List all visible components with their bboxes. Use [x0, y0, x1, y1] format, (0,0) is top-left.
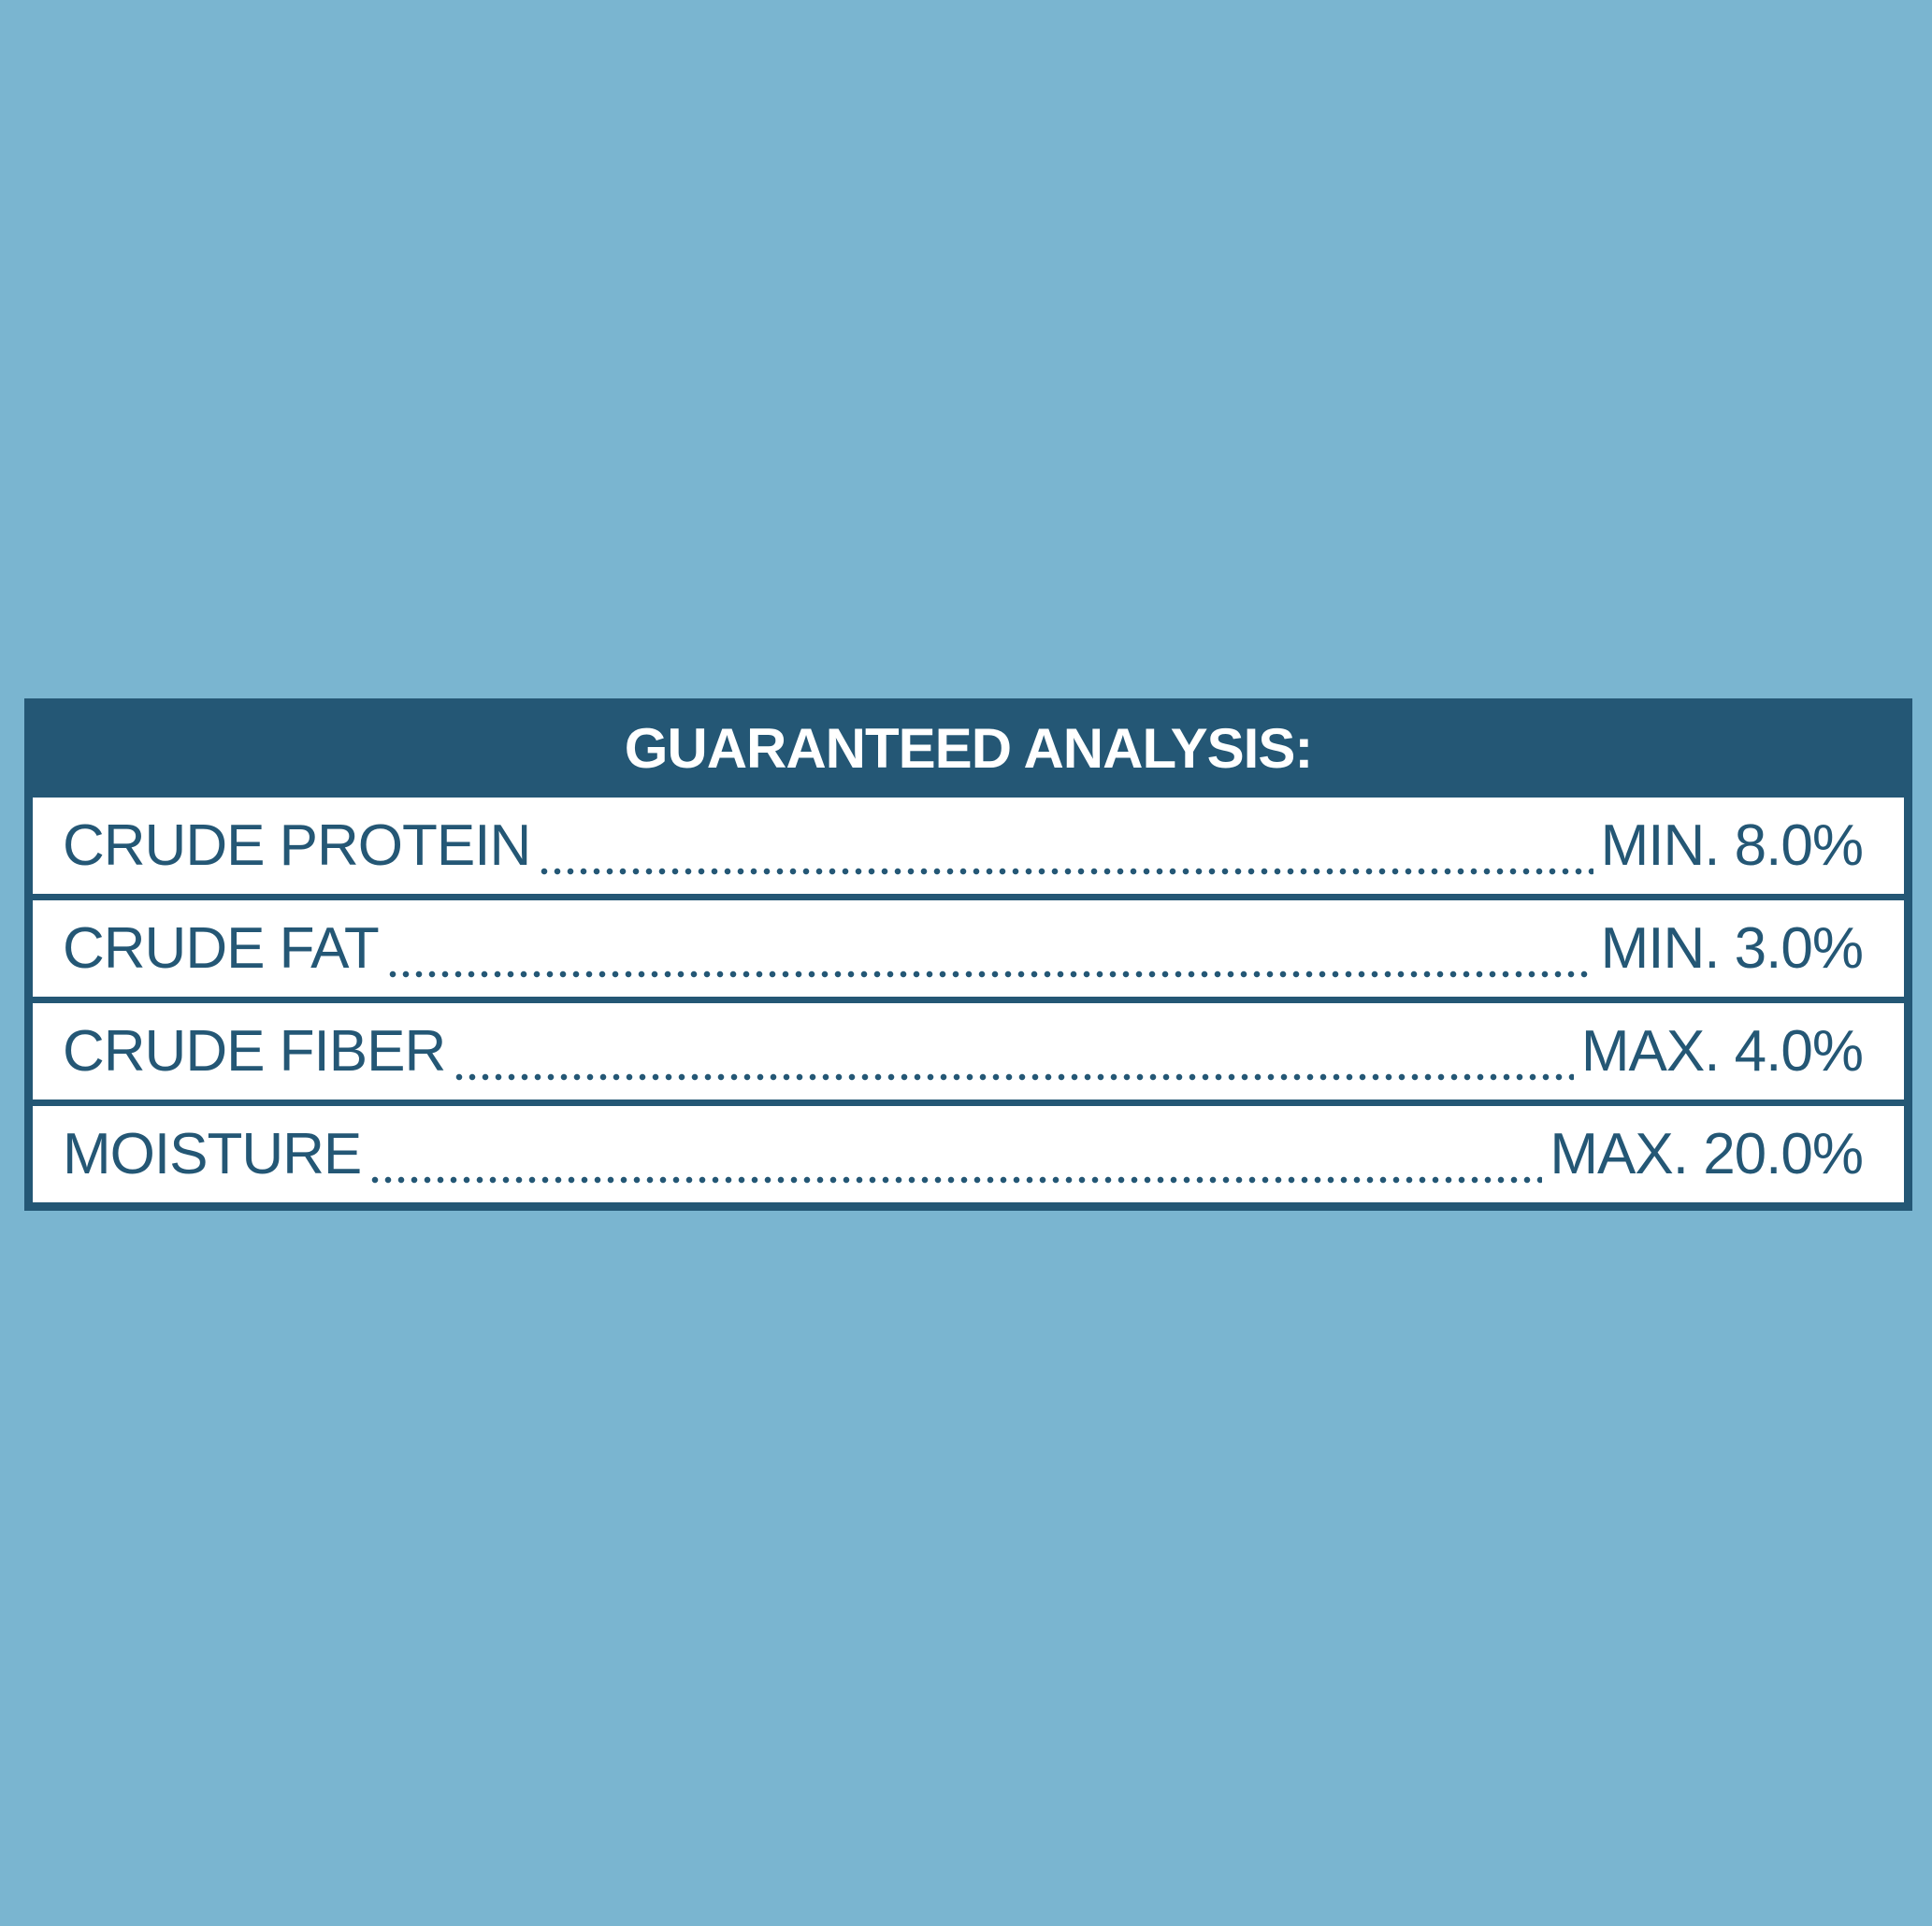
panel-title: GUARANTEED ANALYSIS: — [624, 716, 1314, 780]
dot-leader — [368, 1106, 1543, 1202]
row-value: MAX. 4.0% — [1580, 1019, 1864, 1084]
row-value: MIN. 3.0% — [1600, 916, 1864, 981]
dot-leader — [385, 900, 1593, 997]
analysis-row: MOISTURE MAX. 20.0% — [33, 1106, 1904, 1202]
analysis-row: CRUDE PROTEIN MIN. 8.0% — [33, 798, 1904, 894]
dot-leader — [453, 1003, 1574, 1100]
analysis-panel: GUARANTEED ANALYSIS: CRUDE PROTEIN MIN. 8… — [24, 698, 1912, 1211]
dot-leader — [538, 798, 1593, 894]
row-label: CRUDE PROTEIN — [63, 813, 531, 878]
row-label: CRUDE FIBER — [63, 1019, 446, 1084]
rows: CRUDE PROTEIN MIN. 8.0% CRUDE FAT MIN. 3.0%… — [33, 798, 1904, 1202]
row-value: MAX. 20.0% — [1550, 1122, 1864, 1186]
analysis-row: CRUDE FIBER MAX. 4.0% — [33, 1003, 1904, 1100]
row-label: CRUDE FAT — [63, 916, 380, 981]
analysis-row: CRUDE FAT MIN. 3.0% — [33, 900, 1904, 997]
row-value: MIN. 8.0% — [1600, 813, 1864, 878]
row-label: MOISTURE — [63, 1122, 362, 1186]
